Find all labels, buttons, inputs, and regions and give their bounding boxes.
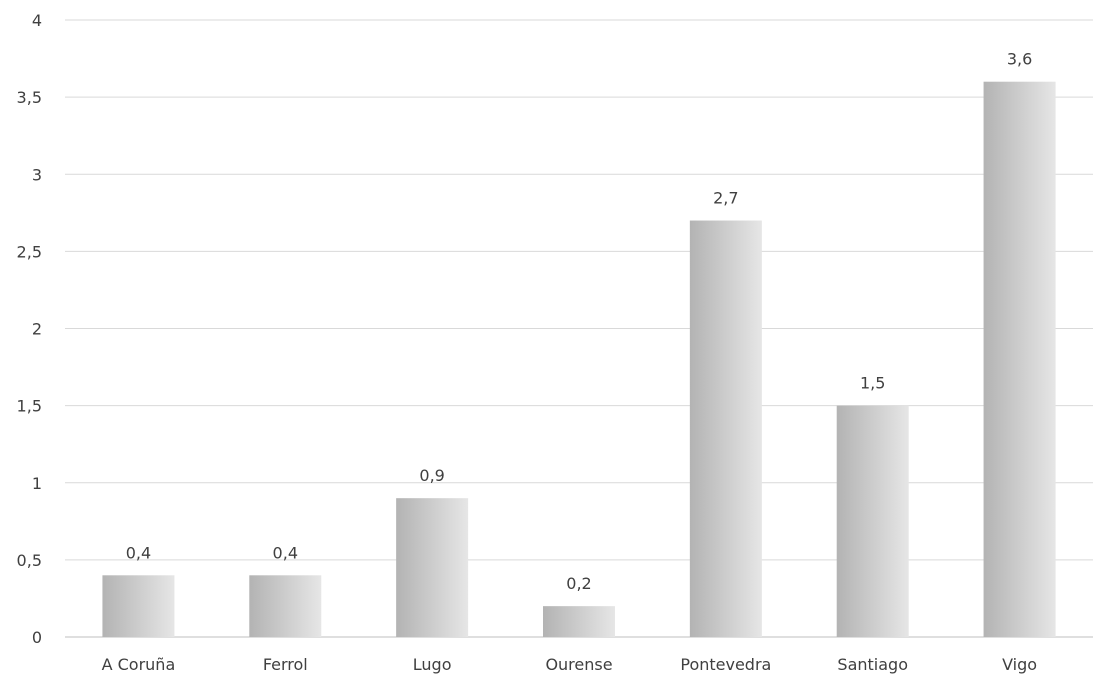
bar-ourense bbox=[543, 606, 615, 637]
y-tick-label: 1 bbox=[32, 474, 42, 493]
bar-vigo bbox=[983, 81, 1056, 637]
x-tick-label: Lugo bbox=[413, 655, 452, 674]
bar-pontevedra bbox=[689, 220, 762, 637]
y-tick-label: 4 bbox=[32, 11, 42, 30]
bar-lugo bbox=[396, 498, 469, 637]
data-labels: 0,4 0,4 0,9 0,2 2,7 1,5 3,6 bbox=[126, 50, 1033, 593]
data-label: 2,7 bbox=[713, 189, 738, 208]
y-tick-label: 1,5 bbox=[17, 397, 42, 416]
x-tick-label: Santiago bbox=[837, 655, 908, 674]
y-tick-label: 2,5 bbox=[17, 242, 42, 261]
y-tick-label: 3,5 bbox=[17, 88, 42, 107]
x-tick-label: A Coruña bbox=[102, 655, 176, 674]
data-label: 0,4 bbox=[126, 543, 151, 562]
bar-ferrol bbox=[249, 575, 322, 637]
data-label: 1,5 bbox=[860, 374, 885, 393]
x-tick-label: Pontevedra bbox=[680, 655, 771, 674]
y-tick-label: 3 bbox=[32, 165, 42, 184]
y-tick-label: 2 bbox=[32, 320, 42, 339]
x-tick-label: Ferrol bbox=[263, 655, 308, 674]
data-label: 0,9 bbox=[419, 466, 444, 485]
x-tick-label: Ourense bbox=[545, 655, 612, 674]
y-tick-label: 0,5 bbox=[17, 551, 42, 570]
x-tick-label: Vigo bbox=[1002, 655, 1037, 674]
bar-santiago bbox=[836, 405, 909, 637]
bars bbox=[102, 81, 1056, 637]
bar-a-coru-a bbox=[102, 575, 175, 637]
data-label: 0,4 bbox=[273, 543, 298, 562]
x-axis-tick-labels: A Coruña Ferrol Lugo Ourense Pontevedra Santi… bbox=[102, 655, 1037, 674]
gridlines bbox=[65, 19, 1093, 638]
y-tick-label: 0 bbox=[32, 628, 42, 647]
data-label: 3,6 bbox=[1007, 50, 1032, 69]
y-axis-tick-labels: 0 0,5 1 1,5 2 2,5 3 3,5 4 bbox=[17, 11, 42, 647]
data-label: 0,2 bbox=[566, 574, 591, 593]
